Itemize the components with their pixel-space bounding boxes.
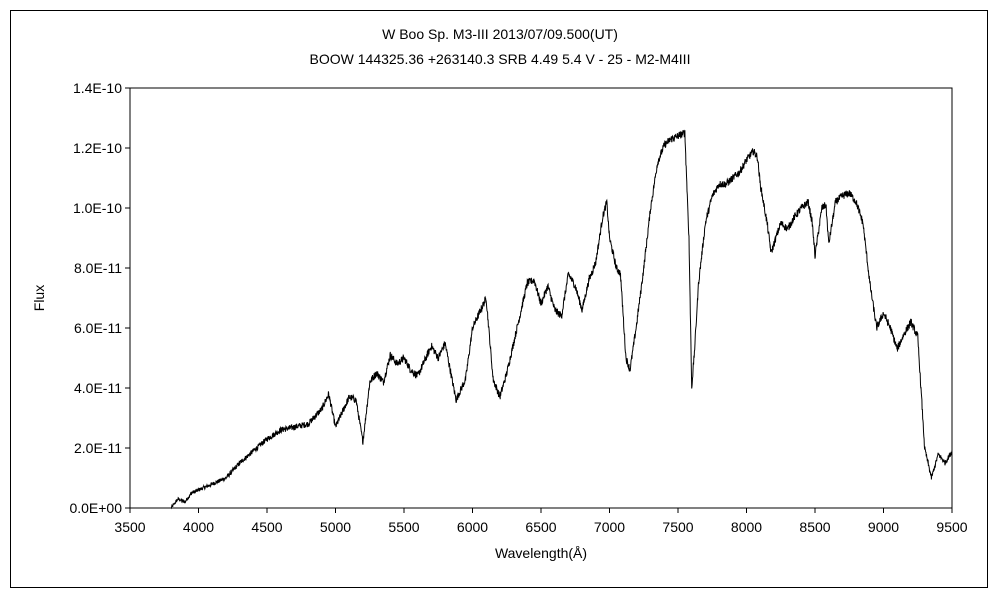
x-tick-label: 9000 [868,519,899,535]
y-axis-ticks: 0.0E+00 2.0E-11 4.0E-11 6.0E-11 8.0E-11 1.0E-… [69,80,130,516]
x-tick-label: 7000 [594,519,625,535]
x-axis-ticks: 3500 4000 4500 5000 5500 6000 6500 7000 7500 8000… [114,508,968,535]
y-tick-label: 8.0E-11 [74,260,122,276]
y-tick-label: 4.0E-11 [74,380,122,396]
x-tick-label: 3500 [114,519,145,535]
y-axis-label: Flux [31,285,47,311]
y-tick-label: 6.0E-11 [74,320,122,336]
y-tick-label: 1.0E-10 [73,200,122,216]
x-tick-label: 5000 [320,519,351,535]
x-tick-label: 7500 [662,519,693,535]
y-tick-label: 1.2E-10 [73,140,122,156]
spectrum-line [170,129,953,510]
chart-frame [10,10,988,588]
x-axis-label: Wavelength(Å) [495,545,587,561]
x-tick-label: 6500 [525,519,556,535]
y-tick-label: 0.0E+00 [69,500,122,516]
x-tick-label: 8000 [731,519,762,535]
x-tick-label: 5500 [388,519,419,535]
x-tick-label: 8500 [799,519,830,535]
chart-subtitle: BOOW 144325.36 +263140.3 SRB 4.49 5.4 V … [309,51,691,67]
plot-area [129,87,953,509]
x-tick-label: 4000 [183,519,214,535]
y-tick-label: 1.4E-10 [73,80,122,96]
x-tick-label: 6000 [457,519,488,535]
y-tick-label: 2.0E-11 [74,440,122,456]
x-tick-label: 9500 [936,519,967,535]
chart-title: W Boo Sp. M3-III 2013/07/09.500(UT) [382,26,618,42]
x-tick-label: 4500 [251,519,282,535]
